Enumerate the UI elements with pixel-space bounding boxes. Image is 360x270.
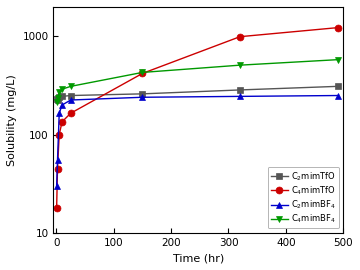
C$_4$mimBF$_4$ bbox=[57, 91, 62, 94]
C$_4$mimBF$_4$ bbox=[140, 71, 145, 74]
Line: C$_4$mimBF$_4$: C$_4$mimBF$_4$ bbox=[53, 56, 341, 105]
C$_2$mimTfO bbox=[238, 88, 242, 92]
C$_2$mimBF$_4$ bbox=[60, 103, 64, 107]
C$_2$mimBF$_4$ bbox=[140, 96, 145, 99]
C$_2$mimTfO bbox=[140, 92, 145, 96]
C$_2$mimBF$_4$ bbox=[238, 95, 242, 98]
C$_4$mimBF$_4$ bbox=[68, 85, 73, 88]
C$_4$mimBF$_4$ bbox=[55, 97, 60, 100]
C$_2$mimTfO bbox=[54, 97, 59, 101]
C$_4$mimBF$_4$ bbox=[336, 58, 340, 61]
C$_2$mimBF$_4$ bbox=[54, 184, 59, 187]
C$_4$mimTfO bbox=[55, 167, 60, 170]
C$_2$mimTfO bbox=[57, 96, 62, 99]
C$_2$mimBF$_4$ bbox=[55, 158, 60, 162]
C$_4$mimTfO bbox=[336, 26, 340, 29]
Y-axis label: Solubility (mg/L): Solubility (mg/L) bbox=[7, 74, 17, 166]
C$_2$mimTfO bbox=[68, 94, 73, 97]
C$_2$mimBF$_4$ bbox=[68, 98, 73, 102]
C$_2$mimTfO bbox=[60, 95, 64, 98]
C$_2$mimTfO bbox=[336, 85, 340, 88]
C$_2$mimBF$_4$ bbox=[336, 94, 340, 97]
C$_4$mimTfO bbox=[57, 133, 62, 136]
C$_4$mimBF$_4$ bbox=[238, 63, 242, 67]
C$_4$mimTfO bbox=[60, 120, 64, 123]
X-axis label: Time (hr): Time (hr) bbox=[173, 253, 224, 263]
Legend: C$_2$mimTfO, C$_4$mimTfO, C$_2$mimBF$_4$, C$_4$mimBF$_4$: C$_2$mimTfO, C$_4$mimTfO, C$_2$mimBF$_4$… bbox=[268, 167, 339, 228]
C$_4$mimTfO bbox=[238, 35, 242, 38]
Line: C$_2$mimTfO: C$_2$mimTfO bbox=[54, 83, 341, 103]
Line: C$_2$mimBF$_4$: C$_2$mimBF$_4$ bbox=[53, 92, 341, 189]
C$_4$mimBF$_4$ bbox=[54, 100, 59, 104]
C$_2$mimBF$_4$ bbox=[57, 112, 62, 115]
C$_4$mimBF$_4$ bbox=[60, 87, 64, 91]
Line: C$_4$mimTfO: C$_4$mimTfO bbox=[53, 24, 341, 211]
C$_4$mimTfO bbox=[54, 206, 59, 209]
C$_4$mimTfO bbox=[140, 72, 145, 75]
C$_2$mimTfO bbox=[55, 98, 60, 102]
C$_4$mimTfO bbox=[68, 112, 73, 115]
